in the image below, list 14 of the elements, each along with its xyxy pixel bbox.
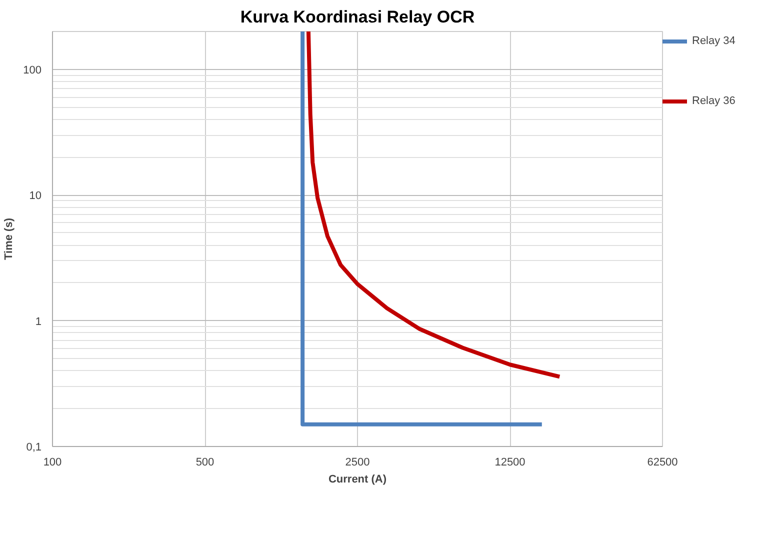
y-tick-label: 0,1 (26, 442, 42, 454)
x-tick-label: 2500 (345, 456, 370, 468)
legend-label: Relay 36 (692, 95, 736, 107)
x-tick-label: 500 (196, 456, 214, 468)
legend-label: Relay 34 (692, 35, 736, 47)
x-tick-label: 12500 (494, 456, 526, 468)
y-tick-label: 100 (23, 64, 42, 76)
x-axis-title: Current (A) (328, 474, 387, 486)
chart-title: Kurva Koordinasi Relay OCR (240, 8, 475, 26)
x-tick-label: 100 (43, 456, 62, 468)
y-tick-label: 1 (35, 316, 42, 328)
y-tick-label: 10 (29, 190, 42, 202)
x-tick-label: 62500 (647, 456, 678, 468)
y-axis-title: Time (s) (3, 218, 16, 260)
